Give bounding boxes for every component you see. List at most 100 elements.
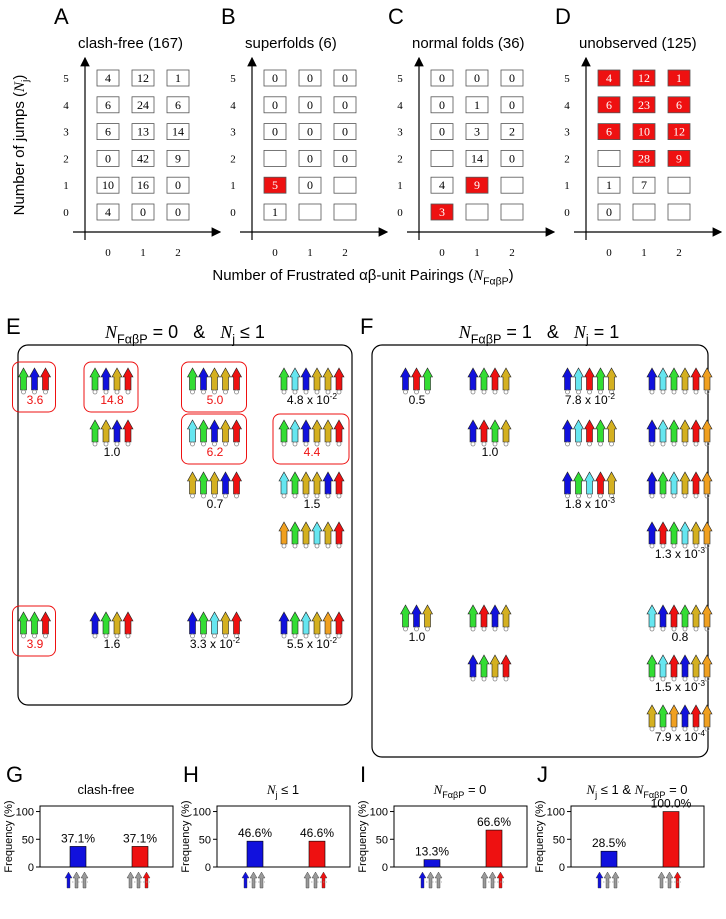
loop-node xyxy=(704,389,710,395)
count-label: 0 xyxy=(307,151,313,165)
loop-node xyxy=(693,626,699,632)
text-run: N xyxy=(634,782,645,797)
topology-weight: 1.8 x 10-3 xyxy=(565,495,615,511)
topology-weight: 3.9 xyxy=(27,637,44,651)
count-cell xyxy=(500,96,524,114)
plot-frame xyxy=(39,805,174,868)
count-cell xyxy=(166,123,190,140)
text-run: j xyxy=(594,790,597,800)
strand-arrow xyxy=(289,471,301,495)
strand-arrow xyxy=(478,367,490,391)
loop-node xyxy=(314,441,320,447)
y-tick-label: 3 xyxy=(564,127,570,139)
loop-node xyxy=(587,389,592,395)
strand-arrow xyxy=(679,367,691,391)
y-tick-label: 0 xyxy=(564,207,570,219)
topology-weight: 4.8 x 10-2 xyxy=(287,391,337,407)
y-tick-label: 1 xyxy=(397,180,403,192)
loop-node xyxy=(492,626,498,632)
loop-node xyxy=(325,389,331,395)
count-cell xyxy=(667,96,691,114)
count-cell xyxy=(430,176,454,194)
count-cell xyxy=(96,176,120,194)
strand-arrow xyxy=(197,611,210,635)
strand-arrow xyxy=(657,367,669,391)
count-label: 4 xyxy=(105,205,111,219)
count-cell xyxy=(500,123,524,140)
y-axis-label: Frequency (%) xyxy=(534,800,546,872)
strand-arrow xyxy=(311,521,323,545)
bar xyxy=(485,829,503,868)
loop-node xyxy=(671,626,677,632)
loop-node xyxy=(682,626,688,632)
text-run: ≤ 1 & xyxy=(597,782,634,797)
count-label: 7 xyxy=(641,178,647,192)
strand-icon xyxy=(80,871,89,889)
count-cell xyxy=(298,69,322,87)
strand-arrow xyxy=(186,471,199,495)
loop-node xyxy=(587,493,592,499)
strand-arrow xyxy=(583,419,596,443)
count-label: 0 xyxy=(342,151,348,165)
text-run: -3 xyxy=(698,678,706,688)
strand-icon xyxy=(603,871,612,889)
strand-arrow xyxy=(39,611,52,635)
strand-arrow xyxy=(646,367,658,391)
loop-node xyxy=(292,493,298,499)
loop-node xyxy=(190,633,195,639)
strand-arrow xyxy=(197,419,210,443)
strand-icon xyxy=(142,871,151,889)
strand-arrow xyxy=(278,521,290,545)
strand-icon xyxy=(595,871,604,889)
strand-arrow xyxy=(668,521,680,545)
loop-node xyxy=(223,441,228,447)
loop-node xyxy=(598,389,603,395)
count-label: 0 xyxy=(307,178,313,192)
topology-weight: 1.5 x 10-3 xyxy=(655,678,705,694)
strand-arrow xyxy=(219,471,232,495)
loop-node xyxy=(470,626,476,632)
text-run: 4.8 x 10 xyxy=(287,393,330,407)
strand-arrow xyxy=(208,367,221,391)
text-run: ) xyxy=(11,75,28,80)
strand-icon xyxy=(311,871,320,889)
text-run: = 0 xyxy=(665,782,687,797)
strand-arrow xyxy=(230,419,243,443)
loop-node xyxy=(103,633,109,639)
count-label: 16 xyxy=(137,178,149,192)
loop-node xyxy=(492,441,498,447)
count-cell xyxy=(96,96,120,114)
strand-arrow xyxy=(668,704,680,728)
plot-frame xyxy=(570,805,705,868)
count-cell xyxy=(632,123,656,140)
strand-icon xyxy=(72,871,81,889)
count-label: 0 xyxy=(175,178,181,192)
strand-arrow xyxy=(289,521,301,545)
loop-node xyxy=(576,441,581,447)
strand-arrow xyxy=(197,367,210,391)
empty-cell xyxy=(465,203,489,221)
count-cell xyxy=(131,123,155,140)
text-run: FαβP xyxy=(442,790,464,800)
text-run: N xyxy=(585,782,596,797)
loop-node xyxy=(565,389,570,395)
count-cell xyxy=(632,176,656,194)
strand-arrow xyxy=(17,611,30,635)
text-run: 7.9 x 10 xyxy=(655,730,698,744)
count-cell xyxy=(632,149,656,167)
text-run: ≤ 1 xyxy=(278,782,300,797)
strand-arrow xyxy=(489,367,501,391)
strand-arrow xyxy=(289,419,301,443)
strand-arrow xyxy=(311,367,323,391)
loop-node xyxy=(671,543,677,549)
text-run: ) xyxy=(509,267,514,284)
text-run: Number of jumps ( xyxy=(11,92,28,215)
strand-arrow xyxy=(100,367,112,391)
loop-node xyxy=(190,441,195,447)
loop-node xyxy=(336,493,342,499)
count-label: 0 xyxy=(439,98,445,112)
loop-node xyxy=(212,441,217,447)
strand-arrow xyxy=(467,419,479,443)
strand-arrow xyxy=(322,611,334,635)
strand-arrow xyxy=(646,704,658,728)
